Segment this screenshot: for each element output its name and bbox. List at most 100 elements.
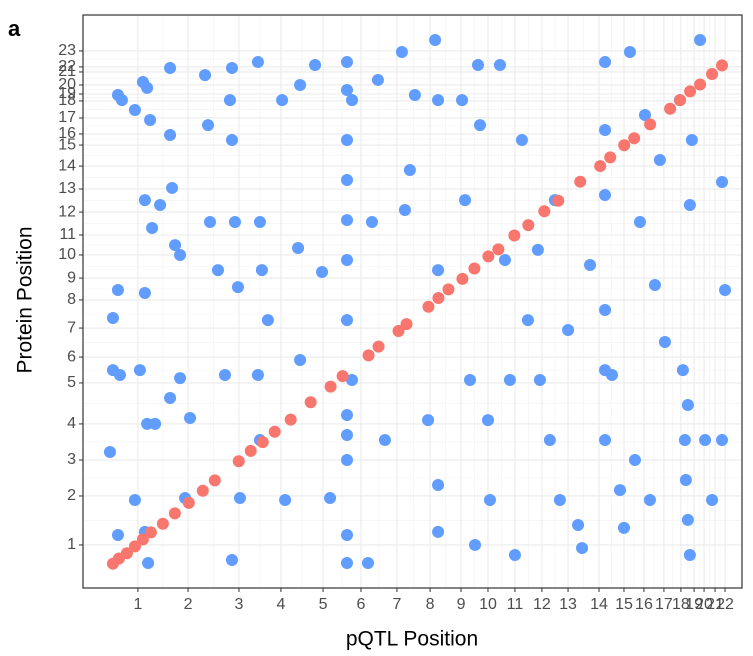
point xyxy=(706,68,719,81)
point xyxy=(676,364,689,377)
x-tick-label: 15 xyxy=(615,596,633,613)
point xyxy=(648,279,661,292)
point xyxy=(103,446,116,459)
x-tick-label: 3 xyxy=(235,596,244,613)
point xyxy=(340,529,353,542)
point xyxy=(204,215,217,228)
x-tick-label: 4 xyxy=(276,596,285,613)
y-axis-title: Protein Position xyxy=(14,226,37,373)
point xyxy=(138,194,151,207)
point xyxy=(432,264,445,277)
point xyxy=(340,314,353,327)
point xyxy=(225,61,238,74)
point xyxy=(294,78,307,91)
x-tick-label: 19 xyxy=(685,596,703,613)
point xyxy=(464,373,477,386)
point xyxy=(174,372,187,385)
y-tick-label: 4 xyxy=(67,415,76,432)
point xyxy=(164,392,177,405)
point xyxy=(679,473,692,486)
point xyxy=(432,94,445,107)
y-tick-label: 13 xyxy=(58,180,76,197)
point xyxy=(225,554,238,567)
point xyxy=(633,215,646,228)
point xyxy=(251,56,264,69)
y-tick-label: 18 xyxy=(58,92,76,109)
point xyxy=(469,538,482,551)
point xyxy=(473,119,486,132)
point xyxy=(482,250,495,263)
point xyxy=(304,396,317,409)
point xyxy=(113,368,126,381)
point xyxy=(284,413,297,426)
point xyxy=(599,189,612,202)
point xyxy=(164,61,177,74)
point xyxy=(442,283,455,296)
panel-label: a xyxy=(8,16,21,41)
point xyxy=(231,281,244,294)
x-tick-label: 6 xyxy=(357,596,366,613)
y-tick-label: 15 xyxy=(58,136,76,153)
point xyxy=(146,222,159,235)
point xyxy=(456,272,469,285)
point xyxy=(268,425,281,438)
point xyxy=(553,493,566,506)
point xyxy=(398,203,411,216)
point xyxy=(543,434,556,447)
point xyxy=(599,434,612,447)
point xyxy=(340,429,353,442)
point xyxy=(164,128,177,141)
point xyxy=(228,215,241,228)
x-tick-label: 1 xyxy=(133,596,142,613)
point xyxy=(681,398,694,411)
point xyxy=(211,264,224,277)
point xyxy=(599,56,612,69)
point xyxy=(345,94,358,107)
point xyxy=(422,414,435,427)
y-tick-label: 20 xyxy=(58,76,76,93)
point xyxy=(340,454,353,467)
point xyxy=(362,349,375,362)
point xyxy=(395,45,408,58)
point xyxy=(674,94,687,107)
point xyxy=(138,286,151,299)
point xyxy=(678,434,691,447)
point xyxy=(644,118,657,131)
y-tick-label: 14 xyxy=(58,157,76,174)
point xyxy=(498,254,511,267)
x-tick-label: 9 xyxy=(457,596,466,613)
point xyxy=(133,364,146,377)
point xyxy=(149,417,162,430)
y-tick-label: 12 xyxy=(58,203,76,220)
x-tick-label: 22 xyxy=(716,596,734,613)
point xyxy=(169,239,182,252)
point xyxy=(574,175,587,188)
point xyxy=(483,493,496,506)
y-tick-label: 17 xyxy=(58,109,76,126)
point xyxy=(255,264,268,277)
x-tick-label: 17 xyxy=(655,596,673,613)
point xyxy=(208,474,221,487)
point xyxy=(643,493,656,506)
point xyxy=(340,56,353,69)
point xyxy=(716,59,729,72)
point xyxy=(400,318,413,331)
point xyxy=(378,434,391,447)
x-tick-label: 18 xyxy=(672,596,690,613)
point xyxy=(111,284,124,297)
point xyxy=(340,214,353,227)
point xyxy=(531,243,544,256)
point xyxy=(683,198,696,211)
point xyxy=(166,181,179,194)
point xyxy=(716,434,729,447)
point xyxy=(225,134,238,147)
point xyxy=(232,455,245,468)
point xyxy=(144,114,157,127)
point xyxy=(340,84,353,97)
point xyxy=(156,517,169,530)
point xyxy=(508,549,521,562)
point xyxy=(706,493,719,506)
plot-background xyxy=(83,15,742,588)
x-tick-label: 5 xyxy=(319,596,328,613)
